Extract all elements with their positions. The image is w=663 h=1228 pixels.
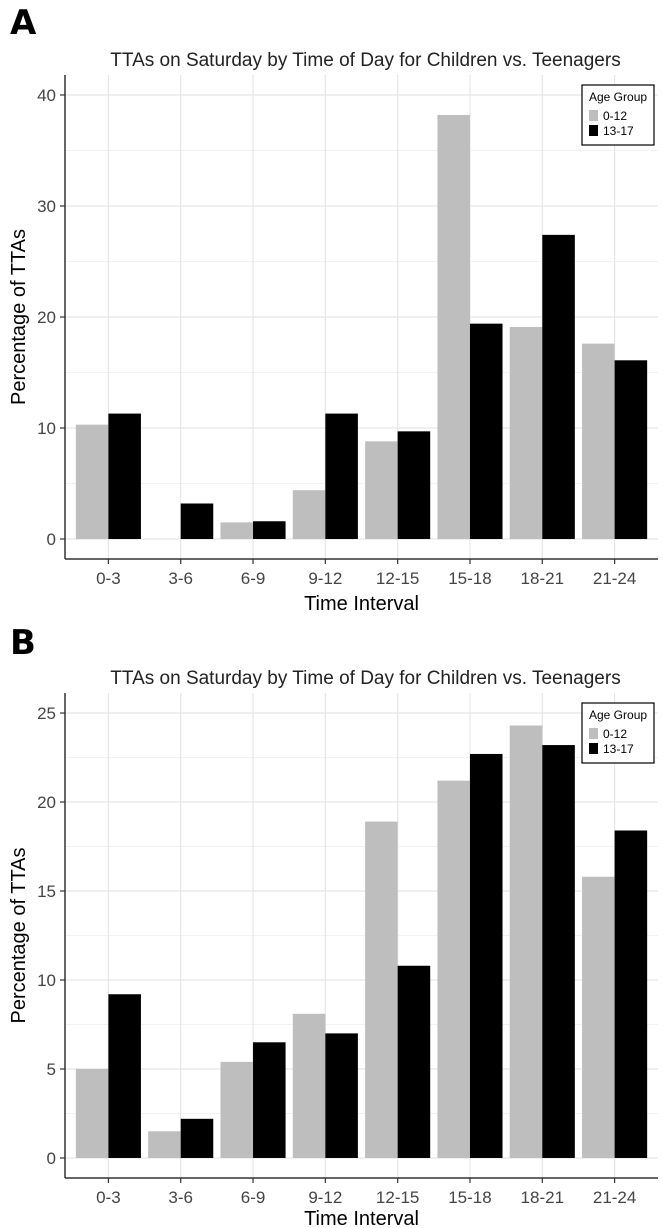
bar-13-17-15-18 — [469, 753, 503, 1158]
bar-0-12-12-15 — [365, 441, 398, 540]
bar-13-17-0-3 — [108, 413, 141, 540]
x-axis-title: Time Interval — [304, 593, 419, 615]
x-tick-label: 15-18 — [448, 569, 491, 588]
y-tick-label: 40 — [37, 86, 56, 105]
legend-label: 0-12 — [603, 109, 627, 123]
x-tick-label: 21-24 — [593, 1188, 636, 1207]
bar-0-12-21-24 — [582, 876, 615, 1158]
y-tick-label: 0 — [47, 1149, 56, 1168]
x-tick-label: 18-21 — [521, 1188, 564, 1207]
y-axis: 0 5 10 15 20 25 — [37, 704, 65, 1168]
legend-label: 13-17 — [603, 742, 634, 756]
bar-0-12-18-21 — [509, 326, 543, 540]
bar-0-12-3-6 — [148, 1131, 181, 1158]
y-tick-label: 30 — [37, 197, 56, 216]
x-tick-label: 12-15 — [376, 569, 419, 588]
x-tick-label: 3-6 — [168, 569, 193, 588]
chart-panel-a: A TTAs on Saturday by Time of Day for Chi… — [8, 3, 658, 615]
legend-title: Age Group — [589, 90, 647, 104]
bar-13-17-18-21 — [542, 234, 575, 540]
x-tick-label: 15-18 — [448, 1188, 491, 1207]
y-tick-label: 20 — [37, 793, 56, 812]
legend-swatch-0-12 — [589, 728, 598, 739]
bar-0-12-12-15 — [365, 821, 398, 1158]
bar-0-12-9-12 — [292, 490, 326, 540]
x-tick-label: 12-15 — [376, 1188, 419, 1207]
bar-13-17-12-15 — [397, 965, 431, 1158]
bar-0-12-0-3 — [75, 1068, 109, 1158]
y-tick-label: 5 — [47, 1060, 56, 1079]
bar-13-17-18-21 — [542, 745, 575, 1158]
bars — [75, 725, 648, 1158]
chart-panel-b: B TTAs on Saturday by Time of Day for Chi… — [8, 623, 658, 1228]
y-axis-title: Percentage of TTAs — [8, 847, 30, 1023]
chart-title: TTAs on Saturday by Time of Day for Chil… — [110, 50, 620, 71]
y-tick-label: 20 — [37, 308, 56, 327]
bar-0-12-21-24 — [582, 343, 615, 540]
bar-0-12-6-9 — [220, 1061, 254, 1158]
legend-label: 0-12 — [603, 727, 627, 741]
panel-label: A — [10, 3, 37, 43]
bar-13-17-6-9 — [253, 521, 286, 540]
bar-13-17-21-24 — [614, 360, 648, 540]
x-tick-label: 0-3 — [96, 1188, 121, 1207]
legend-title: Age Group — [589, 708, 647, 722]
x-tick-label: 0-3 — [96, 569, 121, 588]
y-tick-label: 10 — [37, 971, 56, 990]
bar-13-17-12-15 — [397, 431, 431, 540]
panel-label: B — [10, 623, 36, 663]
legend-label: 13-17 — [603, 124, 634, 138]
bar-0-12-18-21 — [509, 725, 543, 1158]
y-tick-label: 25 — [37, 704, 56, 723]
x-tick-label: 6-9 — [241, 1188, 266, 1207]
bar-13-17-0-3 — [108, 994, 141, 1158]
bar-0-12-15-18 — [437, 780, 470, 1158]
x-tick-label: 18-21 — [521, 569, 564, 588]
bar-13-17-3-6 — [180, 1118, 214, 1158]
bar-0-12-15-18 — [437, 114, 470, 540]
y-tick-label: 0 — [47, 530, 56, 549]
x-tick-label: 6-9 — [241, 569, 266, 588]
x-tick-label: 3-6 — [168, 1188, 193, 1207]
chart-title: TTAs on Saturday by Time of Day for Chil… — [110, 668, 620, 689]
bar-13-17-6-9 — [253, 1042, 286, 1158]
bar-13-17-9-12 — [325, 413, 358, 540]
bar-13-17-9-12 — [325, 1033, 358, 1158]
y-tick-label: 10 — [37, 419, 56, 438]
legend-swatch-13-17 — [589, 743, 598, 754]
x-axis: 0-3 3-6 6-9 9-12 12-15 15-18 18-21 21-24 — [96, 1178, 636, 1207]
y-axis-title: Percentage of TTAs — [8, 229, 30, 405]
x-tick-label: 9-12 — [308, 1188, 342, 1207]
bar-13-17-3-6 — [180, 503, 214, 540]
bars — [75, 114, 648, 540]
bar-13-17-21-24 — [614, 830, 648, 1158]
bar-0-12-6-9 — [220, 522, 254, 540]
x-tick-label: 9-12 — [308, 569, 342, 588]
bar-0-12-9-12 — [292, 1013, 326, 1158]
x-axis: 0-3 3-6 6-9 9-12 12-15 15-18 18-21 21-24 — [96, 559, 636, 588]
x-tick-label: 21-24 — [593, 569, 636, 588]
legend-swatch-13-17 — [589, 125, 598, 136]
bar-13-17-15-18 — [469, 323, 503, 540]
y-tick-label: 15 — [37, 882, 56, 901]
bar-0-12-0-3 — [75, 424, 109, 540]
legend-swatch-0-12 — [589, 110, 598, 121]
x-axis-title: Time Interval — [304, 1208, 419, 1228]
y-axis: 0 10 20 30 40 — [37, 86, 65, 549]
